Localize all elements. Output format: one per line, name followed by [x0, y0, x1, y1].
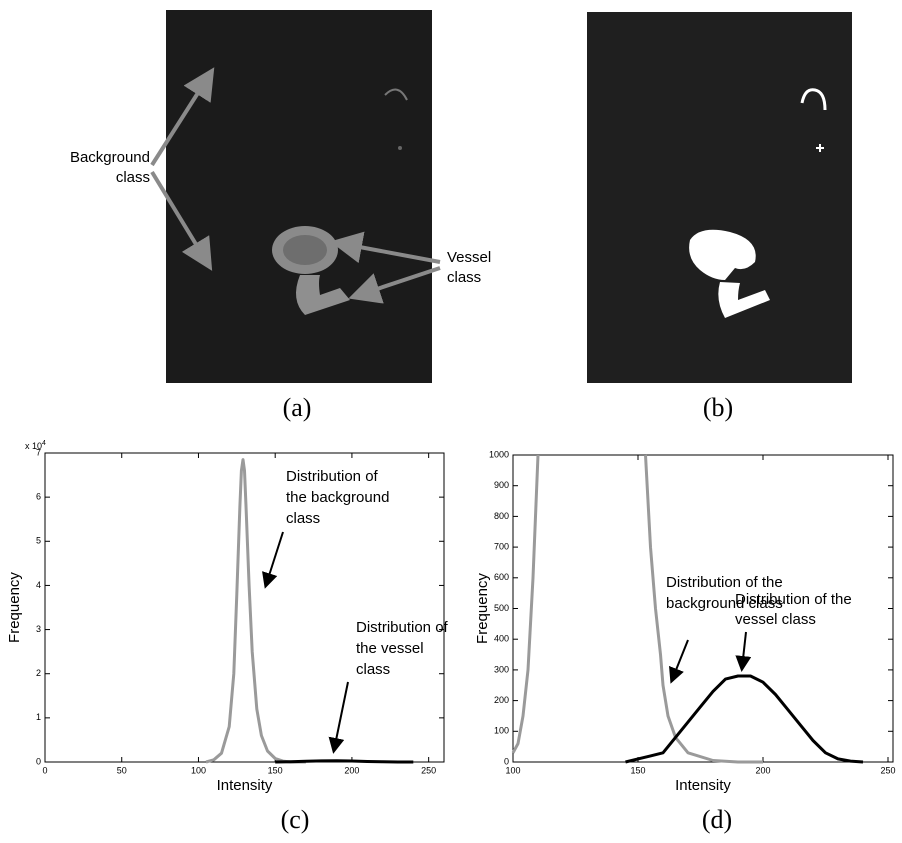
- y-tick-label: 300: [494, 664, 509, 674]
- y-tick-label: 1000: [489, 449, 509, 459]
- multiplier-exp: 4: [42, 440, 46, 447]
- caption: (d): [702, 805, 732, 834]
- axis-multiplier: x 104: [25, 440, 46, 452]
- annotation: class: [356, 661, 390, 678]
- caption: (a): [283, 393, 312, 422]
- y-axis-label: Frequency: [6, 572, 23, 643]
- x-tick-label: 200: [344, 765, 359, 775]
- annotation: the vessel: [356, 640, 424, 657]
- caption: (c): [281, 805, 310, 834]
- y-tick-label: 6: [36, 492, 41, 502]
- x-axis-label: Intensity: [675, 777, 731, 794]
- annotation: class: [286, 510, 320, 527]
- x-tick-label: 200: [755, 765, 770, 775]
- y-tick-label: 500: [494, 603, 509, 613]
- x-tick-label: 100: [191, 765, 206, 775]
- x-tick-label: 50: [117, 765, 127, 775]
- annotation: the background: [286, 489, 389, 506]
- y-tick-label: 1: [36, 712, 41, 722]
- label-line: class: [116, 169, 150, 186]
- y-tick-label: 5: [36, 536, 41, 546]
- y-tick-label: 0: [36, 756, 41, 766]
- y-tick-label: 3: [36, 624, 41, 634]
- y-tick-label: 400: [494, 634, 509, 644]
- y-axis-label: Frequency: [474, 573, 491, 644]
- label: Background class: [70, 149, 150, 186]
- label-line: class: [447, 269, 481, 286]
- figure: Backgroundclass Vesselclass (a) (b) 0501…: [0, 0, 902, 838]
- label: Vessel class: [447, 249, 491, 286]
- annotation: Distribution of the: [666, 574, 783, 591]
- panel-a-image: [166, 10, 432, 383]
- y-tick-label: 4: [36, 580, 41, 590]
- annotation: vessel class: [735, 611, 816, 628]
- y-tick-label: 800: [494, 511, 509, 521]
- series-line: [275, 761, 413, 762]
- y-tick-label: 900: [494, 480, 509, 490]
- x-tick-label: 0: [42, 765, 47, 775]
- y-tick-label: 700: [494, 541, 509, 551]
- y-tick-label: 600: [494, 572, 509, 582]
- x-tick-label: 100: [505, 765, 520, 775]
- annotation: Distribution of: [356, 619, 449, 636]
- y-tick-label: 2: [36, 668, 41, 678]
- y-tick-label: 200: [494, 695, 509, 705]
- x-tick-label: 150: [268, 765, 283, 775]
- multiplier-base: x 10: [25, 441, 42, 451]
- x-axis-label: Intensity: [217, 777, 273, 794]
- label-line: Background: [70, 149, 150, 166]
- x-tick-label: 250: [880, 765, 895, 775]
- annotation: Distribution of: [286, 468, 379, 485]
- panel-b-image: [587, 12, 852, 383]
- annotation: Distribution of the: [735, 591, 852, 608]
- x-tick-label: 250: [421, 765, 436, 775]
- y-tick-label: 0: [504, 756, 509, 766]
- y-tick-label: 100: [494, 726, 509, 736]
- caption: (b): [703, 393, 733, 422]
- x-tick-label: 150: [630, 765, 645, 775]
- label-line: Vessel: [447, 249, 491, 266]
